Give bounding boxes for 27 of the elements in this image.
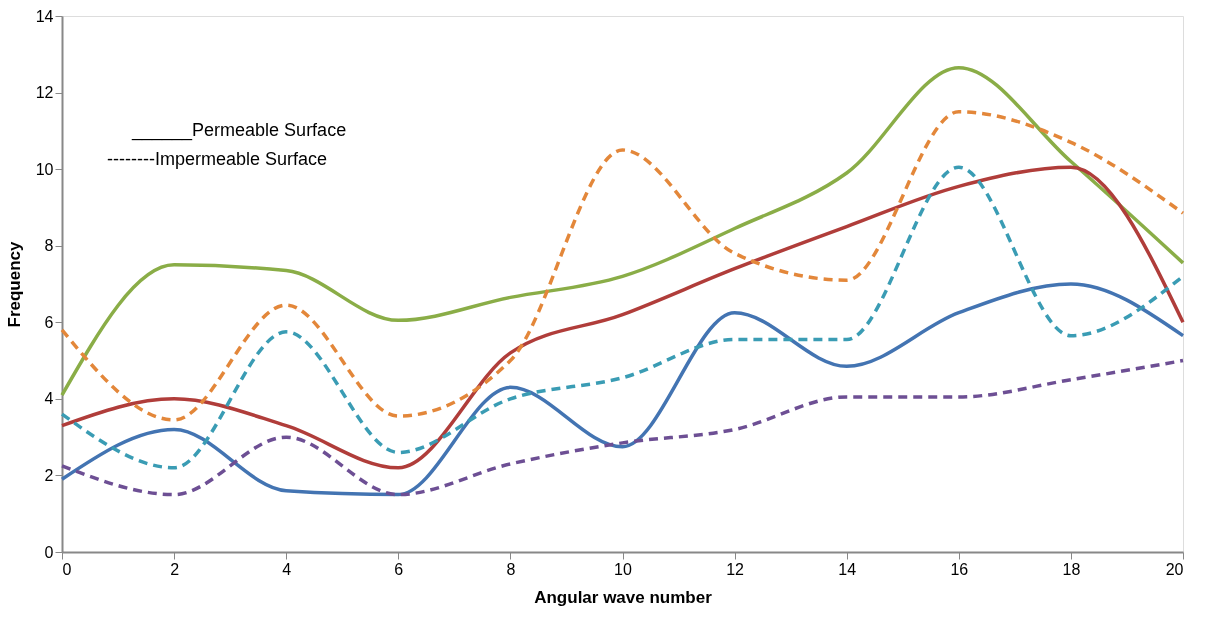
x-tick-label: 10 xyxy=(614,560,632,578)
annotation: ______Permeable Surface xyxy=(131,120,347,141)
x-tick-label: 12 xyxy=(726,560,745,578)
line-series xyxy=(60,109,1185,422)
x-tick-label: 4 xyxy=(282,560,292,578)
x-tick-label: 0 xyxy=(62,560,72,578)
x-tick-label: 14 xyxy=(838,560,857,578)
y-tick-label: 10 xyxy=(35,160,54,178)
x-tick-label: 8 xyxy=(506,560,516,578)
x-axis-title: Angular wave number xyxy=(534,587,713,607)
y-tick-label: 14 xyxy=(35,7,54,25)
y-axis-title: Frequency xyxy=(4,240,24,328)
line-series xyxy=(60,282,1185,497)
y-tick-label: 0 xyxy=(44,543,54,561)
annotation: --------Impermeable Surface xyxy=(107,149,328,169)
x-tick-label: 6 xyxy=(394,560,404,578)
x-tick-label: 20 xyxy=(1165,560,1184,578)
y-tick-label: 8 xyxy=(44,237,54,255)
x-tick-label: 16 xyxy=(950,560,969,578)
line-series xyxy=(60,65,1185,397)
y-tick-label: 6 xyxy=(44,313,54,331)
y-tick-label: 4 xyxy=(44,390,54,408)
line-series xyxy=(60,358,1185,497)
y-tick-label: 2 xyxy=(44,466,54,484)
x-tick-label: 18 xyxy=(1062,560,1081,578)
x-tick-label: 2 xyxy=(170,560,180,578)
y-tick-label: 12 xyxy=(35,84,54,102)
